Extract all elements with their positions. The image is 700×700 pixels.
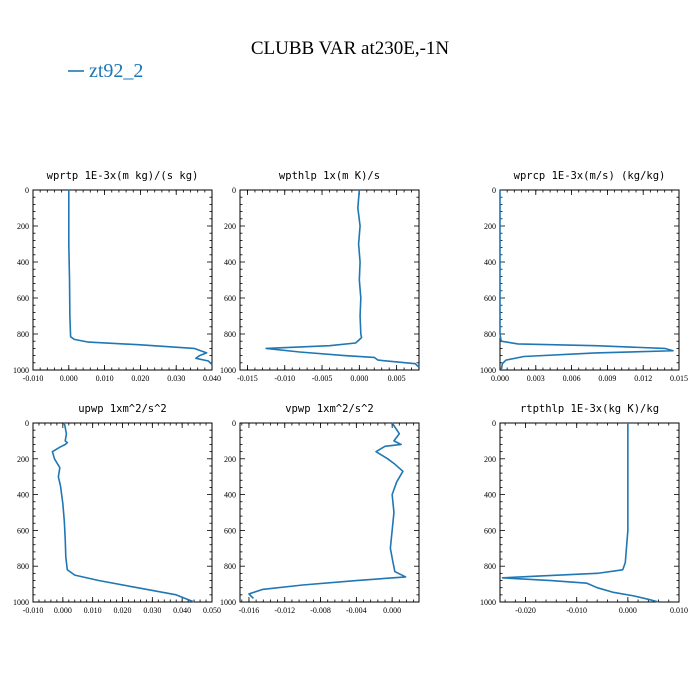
x-tick-label: -0.010: [274, 374, 295, 383]
subplot-6: rtpthlp 1E-3x(kg K)/kg -0.020 -0.010 0.000 0…: [480, 403, 688, 615]
x-tick-label: 0.010: [84, 606, 102, 615]
y-tick-label: 600: [224, 294, 236, 303]
subplot-title: wpthlp 1x(m K)/s: [279, 170, 380, 182]
y-tick-label: 0: [232, 419, 236, 428]
subplot-3: wprcp 1E-3x(m/s) (kg/kg) 0.000 0.003 0.006 0…: [480, 170, 688, 383]
y-tick-label: 0: [25, 186, 29, 195]
x-tick-label: 0.000: [491, 374, 509, 383]
y-tick-label: 1000: [13, 598, 29, 607]
y-tick-label: 600: [484, 294, 496, 303]
series-line: [68, 190, 213, 366]
y-tick-label: 200: [224, 455, 236, 464]
subplot-1: wprtp 1E-3x(m kg)/(s kg) -0.010 0.000 0.010…: [13, 170, 221, 383]
plot-frame: [239, 422, 420, 603]
subplot-title: rtpthlp 1E-3x(kg K)/kg: [520, 403, 659, 415]
y-tick-label: 200: [17, 455, 29, 464]
x-tick-label: 0.040: [203, 374, 221, 383]
y-tick-label: 600: [17, 294, 29, 303]
y-tick-label: 800: [224, 562, 236, 571]
plot-frame: [499, 189, 680, 371]
y-tick-label: 0: [492, 186, 496, 195]
x-tick-label: 0.030: [143, 606, 161, 615]
x-tick-label: 0.020: [114, 606, 132, 615]
plot-frame: [32, 189, 213, 371]
x-tick-label: -0.008: [310, 606, 331, 615]
x-tick-label: 0.020: [131, 374, 149, 383]
x-tick-label: 0.000: [619, 606, 637, 615]
plot-frame: [499, 422, 680, 603]
x-tick-label: -0.004: [346, 606, 367, 615]
series-line: [248, 422, 407, 599]
y-tick-label: 400: [224, 258, 236, 267]
x-tick-label: 0.003: [527, 374, 545, 383]
y-tick-label: 1000: [220, 598, 236, 607]
y-tick-label: 600: [17, 526, 29, 535]
x-tick-label: 0.000: [383, 606, 401, 615]
y-tick-label: 1000: [220, 366, 236, 375]
x-tick-label: 0.000: [350, 374, 368, 383]
x-tick-label: -0.016: [239, 606, 260, 615]
plot-frame: [239, 189, 420, 371]
x-tick-label: -0.012: [274, 606, 295, 615]
y-tick-label: 200: [17, 222, 29, 231]
x-tick-label: -0.010: [23, 606, 44, 615]
y-tick-label: 1000: [480, 598, 496, 607]
x-tick-label: 0.040: [173, 606, 191, 615]
x-tick-label: 0.050: [203, 606, 221, 615]
y-tick-label: 400: [484, 491, 496, 500]
y-tick-label: 400: [17, 258, 29, 267]
series-line: [51, 422, 195, 603]
subplot-5: vpwp 1xm^2/s^2 -0.016 -0.012 -0.008 -0.004 0.…: [220, 403, 420, 615]
subplot-title: vpwp 1xm^2/s^2: [285, 403, 374, 415]
subplot-4: upwp 1xm^2/s^2 -0.010 0.000 0.010 0.020 0.030…: [13, 403, 221, 615]
x-tick-label: 0.000: [60, 374, 78, 383]
y-tick-label: 600: [484, 526, 496, 535]
y-tick-label: 400: [484, 258, 496, 267]
series-line: [265, 189, 420, 368]
y-tick-label: 1000: [480, 366, 496, 375]
x-tick-label: 0.030: [167, 374, 185, 383]
x-tick-label: -0.005: [312, 374, 333, 383]
legend-label: zt92_2: [89, 60, 143, 82]
subplot-title: wprtp 1E-3x(m kg)/(s kg): [47, 170, 199, 182]
y-tick-label: 800: [484, 330, 496, 339]
subplot-title: upwp 1xm^2/s^2: [78, 403, 167, 415]
x-tick-label: 0.010: [96, 374, 114, 383]
x-tick-label: -0.010: [23, 374, 44, 383]
y-tick-label: 800: [224, 330, 236, 339]
x-tick-label: 0.010: [670, 606, 688, 615]
x-tick-label: 0.009: [598, 374, 616, 383]
x-tick-label: 0.006: [563, 374, 581, 383]
series-line: [501, 423, 659, 603]
x-tick-label: 0.015: [670, 374, 688, 383]
x-tick-label: 0.000: [54, 606, 72, 615]
y-tick-label: 600: [224, 526, 236, 535]
y-tick-label: 200: [224, 222, 236, 231]
y-tick-label: 0: [492, 419, 496, 428]
y-tick-label: 200: [484, 222, 496, 231]
subplot-grid: wprtp 1E-3x(m kg)/(s kg) -0.010 0.000 0.010…: [13, 170, 688, 615]
series-line: [499, 190, 674, 371]
subplot-title: wprcp 1E-3x(m/s) (kg/kg): [514, 170, 666, 182]
x-tick-label: -0.015: [237, 374, 258, 383]
subplot-2: wpthlp 1x(m K)/s -0.015 -0.010 -0.005 0.000 0…: [220, 170, 420, 383]
y-tick-label: 800: [17, 330, 29, 339]
legend: zt92_2: [68, 60, 143, 82]
x-tick-label: -0.020: [515, 606, 536, 615]
y-tick-label: 1000: [13, 366, 29, 375]
y-tick-label: 800: [17, 562, 29, 571]
x-tick-label: 0.005: [388, 374, 406, 383]
y-tick-label: 200: [484, 455, 496, 464]
y-tick-label: 400: [224, 491, 236, 500]
figure-title: CLUBB VAR at230E,-1N: [251, 38, 450, 59]
y-tick-label: 0: [232, 186, 236, 195]
x-tick-label: -0.010: [566, 606, 587, 615]
y-tick-label: 400: [17, 491, 29, 500]
y-tick-label: 800: [484, 562, 496, 571]
x-tick-label: 0.012: [634, 374, 652, 383]
y-tick-label: 0: [25, 419, 29, 428]
plot-frame: [32, 422, 213, 603]
